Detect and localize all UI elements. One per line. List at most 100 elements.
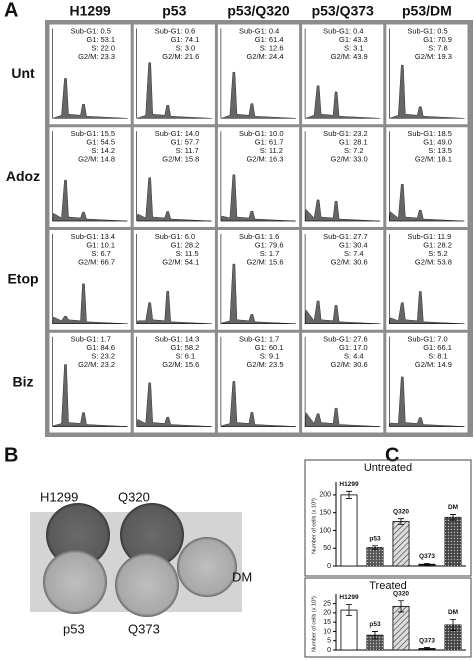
y-axis-label: Number of cells (x 10³) xyxy=(311,498,317,554)
stat-value: 7.4 xyxy=(353,249,363,258)
stat-label: G1: xyxy=(171,343,183,352)
plate xyxy=(46,503,110,567)
stat-value: 1.6 xyxy=(269,232,279,241)
stat-label: G2/M: xyxy=(78,52,98,61)
stat-value: 30.6 xyxy=(353,257,368,266)
stat-label: G1: xyxy=(339,240,351,249)
stat-value: 1.7 xyxy=(101,335,111,344)
stat-label: S: xyxy=(344,352,351,361)
stat-label: S: xyxy=(176,249,183,258)
stat-label: G1: xyxy=(423,343,435,352)
stat-label: S: xyxy=(428,352,435,361)
y-tick-label: 15 xyxy=(323,619,331,626)
stat-label: Sub-G1: xyxy=(407,26,435,35)
stat-label: G1: xyxy=(339,343,351,352)
stat-value: 11.9 xyxy=(437,232,451,241)
plate xyxy=(120,503,184,567)
stat-value: 5.2 xyxy=(437,249,447,258)
stat-label: Sub-G1: xyxy=(407,129,435,138)
error-bar xyxy=(450,514,456,521)
error-bar xyxy=(398,518,404,525)
stat-label: G2/M: xyxy=(331,360,351,369)
histogram xyxy=(389,184,464,222)
stat-value: 27.7 xyxy=(353,232,368,241)
bar-texture xyxy=(366,547,384,566)
stat-value: 6.0 xyxy=(185,232,195,241)
stat-label: G1: xyxy=(423,35,435,44)
stat-value: 7.2 xyxy=(353,146,363,155)
stat-label: Sub-G1: xyxy=(155,26,183,35)
histogram xyxy=(388,376,464,427)
stat-label: G2/M: xyxy=(162,155,182,164)
stat-label: S: xyxy=(91,43,98,52)
error-bar xyxy=(372,631,378,640)
y-tick-label: 50 xyxy=(323,545,331,552)
stat-label: Sub-G1: xyxy=(155,129,183,138)
error-bar xyxy=(346,604,352,617)
stat-value: 9.1 xyxy=(269,352,279,361)
stat-value: 66.1 xyxy=(437,343,452,352)
bar-label: p53 xyxy=(369,621,381,628)
panel-label: A xyxy=(4,0,18,21)
histogram xyxy=(220,174,296,222)
stat-value: 79.6 xyxy=(269,240,284,249)
row-label: Adoz xyxy=(6,168,40,184)
y-tick-label: 150 xyxy=(319,510,331,517)
stat-label: G1: xyxy=(86,35,98,44)
bar xyxy=(340,609,358,651)
stat-label: G2/M: xyxy=(415,360,435,369)
plate xyxy=(43,550,107,614)
stat-label: G2/M: xyxy=(246,257,266,266)
bar-label: Q320 xyxy=(393,591,409,598)
stat-value: 84.6 xyxy=(101,343,116,352)
stat-label: Sub-G1: xyxy=(323,129,351,138)
stat-value: 0.4 xyxy=(269,26,279,35)
stat-label: Sub-G1: xyxy=(155,335,183,344)
stat-label: S: xyxy=(176,146,183,155)
plate-label: Q320 xyxy=(118,489,150,504)
stat-value: 13.5 xyxy=(437,146,452,155)
stat-label: Sub-G1: xyxy=(71,335,99,344)
stat-value: 22.0 xyxy=(101,43,116,52)
chart-frame xyxy=(304,577,472,658)
stat-label: G2/M: xyxy=(331,257,351,266)
column-header: p53/Q373 xyxy=(312,3,374,19)
y-tick-label: 20 xyxy=(323,610,331,617)
stat-label: S: xyxy=(260,249,267,258)
stat-label: Sub-G1: xyxy=(239,335,267,344)
stat-label: Sub-G1: xyxy=(71,26,99,35)
histogram xyxy=(136,291,211,324)
bar-label: Q373 xyxy=(419,637,435,644)
stat-value: 14.0 xyxy=(185,129,200,138)
histogram xyxy=(52,179,127,222)
column-header: p53/DM xyxy=(402,3,452,19)
stat-value: 23.2 xyxy=(353,129,368,138)
column-header: p53/Q320 xyxy=(227,3,289,19)
stat-value: 18.1 xyxy=(437,155,452,164)
stat-value: 10.1 xyxy=(101,240,116,249)
stat-value: 7.8 xyxy=(437,43,447,52)
stat-label: G1: xyxy=(255,343,267,352)
stat-label: G1: xyxy=(339,138,351,147)
bar-label: Q320 xyxy=(393,508,409,515)
y-tick-label: 10 xyxy=(323,628,331,635)
stat-label: Sub-G1: xyxy=(239,129,267,138)
stat-label: G1: xyxy=(86,343,98,352)
stat-label: G2/M: xyxy=(162,257,182,266)
histogram xyxy=(136,382,211,427)
stat-value: 27.6 xyxy=(353,335,368,344)
histogram xyxy=(52,283,127,324)
stat-value: 21.6 xyxy=(185,52,200,61)
stat-label: G2/M: xyxy=(246,360,266,369)
stat-label: S: xyxy=(260,146,267,155)
stat-value: 0.5 xyxy=(101,26,111,35)
stat-label: G1: xyxy=(86,240,98,249)
bar-texture xyxy=(392,521,410,566)
column-header: p53 xyxy=(162,3,186,19)
error-bar xyxy=(450,618,456,631)
plate-label: H1299 xyxy=(40,489,78,504)
y-tick-label: 25 xyxy=(323,600,331,607)
stat-label: S: xyxy=(91,352,98,361)
bar-label: DM xyxy=(448,609,458,616)
